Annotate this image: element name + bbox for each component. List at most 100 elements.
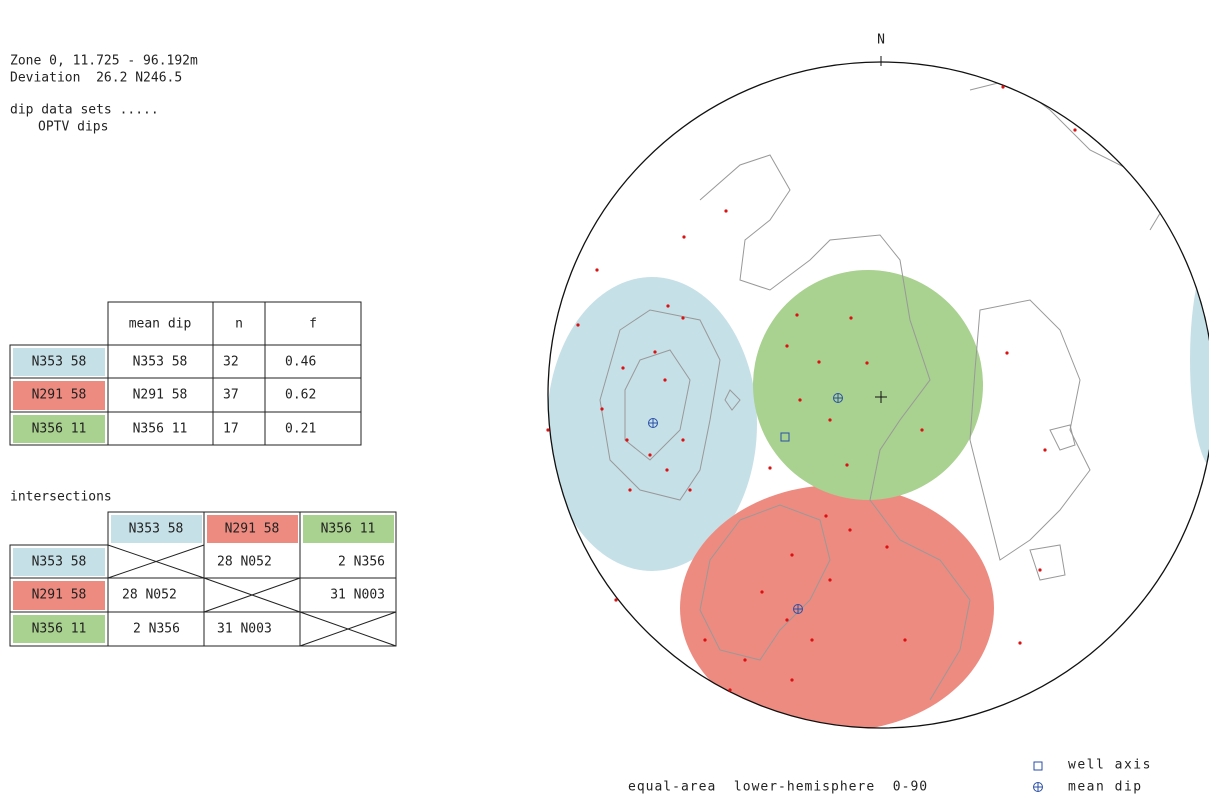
pole	[760, 590, 764, 594]
pole	[1043, 448, 1047, 452]
pole	[546, 428, 550, 432]
mean-dip-marker	[648, 418, 658, 428]
intersection: 28 N052	[217, 555, 272, 570]
pole	[600, 407, 604, 411]
pole	[790, 553, 794, 557]
mean-dip: N356 11	[133, 422, 188, 437]
contour	[624, 349, 691, 461]
contour	[699, 504, 831, 661]
count: 37	[223, 388, 239, 403]
green-cone	[753, 270, 983, 500]
blue-cone	[548, 277, 757, 571]
fraction: 0.62	[285, 388, 316, 403]
pole	[1073, 128, 1077, 132]
set-label: N356 11	[32, 422, 87, 437]
pole	[703, 638, 707, 642]
contour	[1099, 99, 1181, 231]
net-fill	[548, 62, 1209, 728]
set-label: N291 58	[32, 388, 87, 403]
pole	[728, 688, 732, 692]
intersections-table: intersections N353 58 N291 58 N356 11 N3…	[9, 490, 397, 647]
set-color	[13, 381, 105, 410]
pole	[885, 545, 889, 549]
set-color	[13, 415, 105, 443]
set-color	[13, 615, 105, 643]
intersection: 28 N052	[122, 588, 177, 603]
pole	[653, 350, 657, 354]
pole	[743, 658, 747, 662]
set-color	[111, 515, 202, 543]
pole	[828, 418, 832, 422]
pole	[648, 453, 652, 457]
north-label: N	[877, 33, 885, 48]
intersection: 31 N003	[217, 622, 272, 637]
dip-set-name: OPTV dips	[38, 120, 108, 135]
column-header: mean dip	[129, 317, 192, 332]
legend-label: mean dip	[1068, 780, 1143, 795]
legend-mean-dip-symbol	[1033, 782, 1043, 792]
pole	[790, 678, 794, 682]
fraction: 0.46	[285, 355, 316, 370]
pole	[1018, 641, 1022, 645]
legend-label: well axis	[1068, 758, 1152, 773]
stereonet: N	[546, 33, 1209, 729]
mean-dip-marker	[793, 604, 803, 614]
pole	[848, 528, 852, 532]
set-color	[207, 515, 298, 543]
table-frame	[9, 544, 109, 647]
column-header: n	[235, 317, 243, 332]
empty-cell-cross	[107, 544, 397, 647]
sets-table: mean dip n f N353 58 N353 58 32 0.46 N29…	[9, 301, 362, 446]
pole	[785, 618, 789, 622]
contour	[969, 299, 1091, 561]
pole	[1038, 568, 1042, 572]
set-color	[13, 348, 105, 376]
column-header: N291 58	[225, 522, 280, 537]
center-cross	[875, 391, 887, 403]
legend: well axis mean dip equal-area lower-hemi…	[628, 758, 1152, 795]
header: Zone 0, 11.725 - 96.192m Deviation 26.2 …	[10, 54, 198, 135]
table-title: intersections	[10, 490, 112, 505]
fraction: 0.21	[285, 422, 316, 437]
pole	[865, 361, 869, 365]
pole	[681, 316, 685, 320]
pole	[824, 514, 828, 518]
pole	[798, 398, 802, 402]
pole	[845, 463, 849, 467]
well-axis-marker	[780, 432, 790, 442]
set-label: N353 58	[32, 355, 87, 370]
set-color	[13, 581, 105, 610]
pole	[625, 438, 629, 442]
blue-cone-edge	[1190, 250, 1209, 470]
set-color	[13, 548, 105, 576]
pole	[724, 209, 728, 213]
count: 17	[223, 422, 239, 437]
pole	[666, 304, 670, 308]
row-header: N353 58	[32, 555, 87, 570]
poles	[546, 85, 1077, 692]
pole	[795, 313, 799, 317]
pole	[682, 235, 686, 239]
intersection: 2 N356	[133, 622, 180, 637]
intersection: 31 N003	[330, 588, 385, 603]
contour	[969, 79, 1161, 201]
mean-dip: N353 58	[133, 355, 188, 370]
pole	[1005, 351, 1009, 355]
pole	[810, 638, 814, 642]
projection-note: equal-area lower-hemisphere 0-90	[628, 780, 928, 795]
contour	[699, 154, 971, 701]
dip-sets-line: dip data sets .....	[10, 103, 159, 118]
red-cone	[680, 485, 994, 728]
pole	[681, 438, 685, 442]
pole	[614, 598, 618, 602]
mean-dip-marker	[833, 393, 843, 403]
pole	[595, 268, 599, 272]
count: 32	[223, 355, 239, 370]
pole	[663, 378, 667, 382]
row-header: N291 58	[32, 588, 87, 603]
set-color	[303, 515, 394, 543]
pole	[1001, 85, 1005, 89]
legend-well-axis-symbol	[1033, 761, 1043, 771]
pole	[920, 428, 924, 432]
